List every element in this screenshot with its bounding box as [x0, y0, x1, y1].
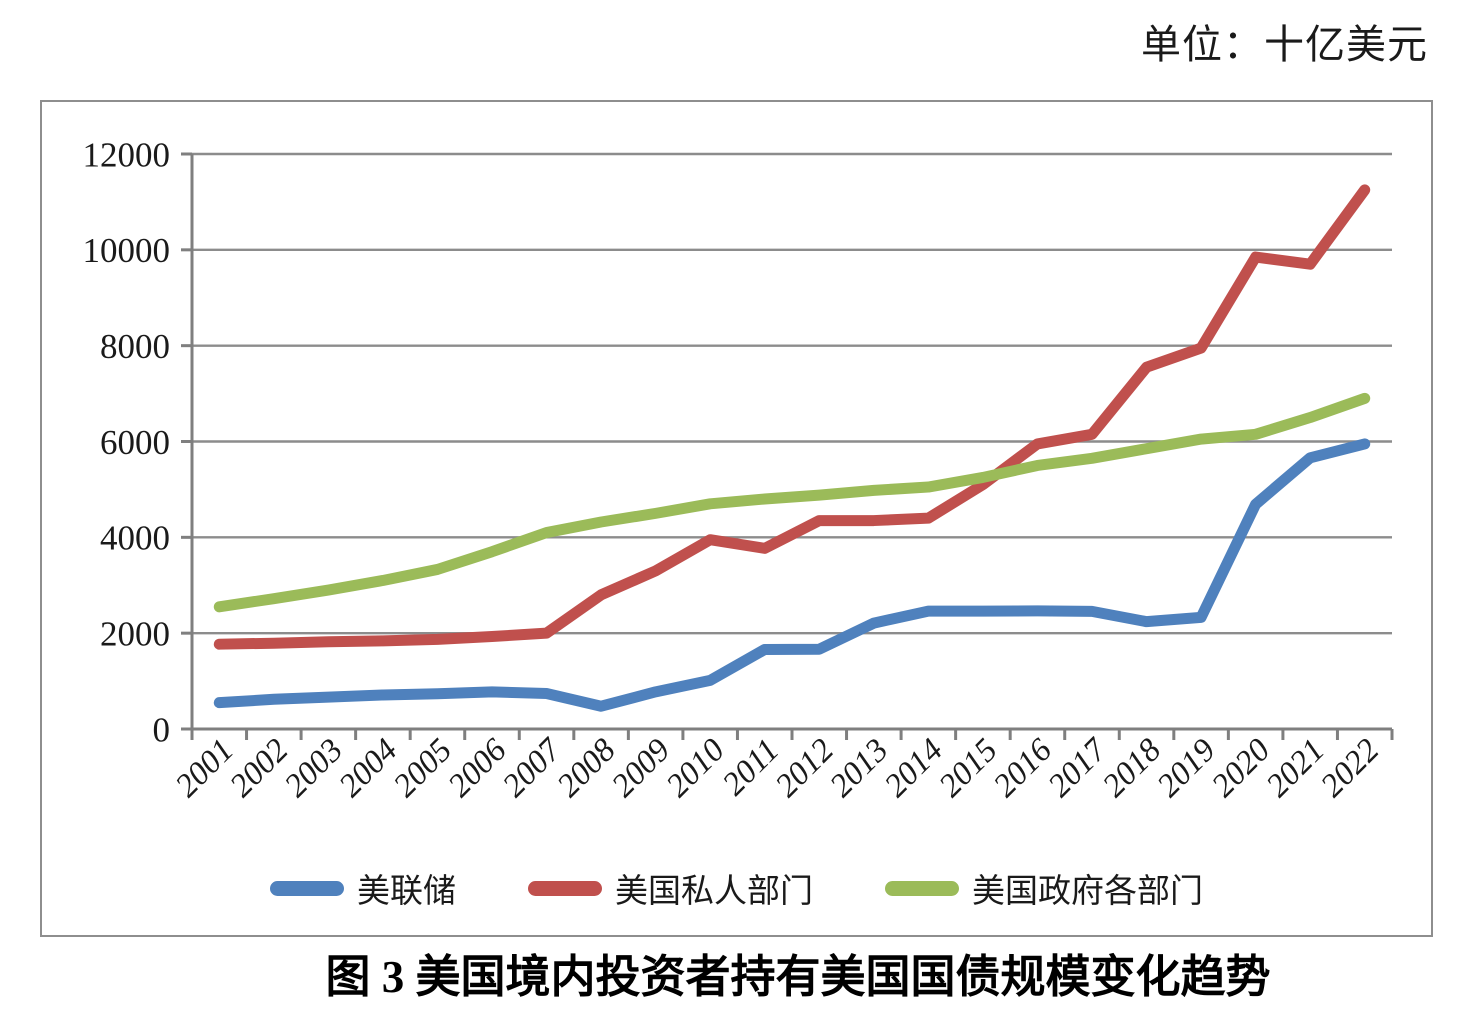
x-tick-label-2014: 2014 — [878, 732, 950, 804]
legend-swatch-fed-icon — [270, 880, 344, 896]
y-tick-label-10000: 10000 — [83, 231, 171, 270]
x-tick-label-2007: 2007 — [496, 731, 569, 804]
y-tick-label-4000: 4000 — [100, 519, 170, 558]
x-tick-label-2016: 2016 — [987, 732, 1059, 804]
series-line-美国政府各部门 — [213, 392, 1371, 613]
y-tick-label-6000: 6000 — [100, 423, 170, 462]
legend-item-government: 美国政府各部门 — [885, 864, 1203, 912]
y-tick-label-8000: 8000 — [100, 327, 170, 366]
x-tick-label-2011: 2011 — [716, 732, 786, 802]
x-tick-label-2003: 2003 — [278, 732, 350, 804]
x-tick-label-2009: 2009 — [605, 732, 677, 804]
x-tick-label-2018: 2018 — [1096, 732, 1168, 804]
x-tick-label-2008: 2008 — [551, 732, 623, 804]
x-tick-label-2006: 2006 — [442, 732, 514, 804]
y-tick-label-2000: 2000 — [100, 614, 170, 653]
legend-label-private-sector: 美国私人部门 — [615, 874, 813, 910]
y-tick-label-0: 0 — [153, 710, 171, 749]
legend-label-fed: 美联储 — [357, 874, 456, 910]
series-line-美联储 — [213, 438, 1371, 712]
x-tick-label-2017: 2017 — [1042, 731, 1115, 804]
legend-item-private-sector: 美国私人部门 — [528, 864, 813, 912]
legend-swatch-private-sector-icon — [528, 880, 602, 896]
x-tick-label-2022: 2022 — [1314, 732, 1386, 804]
legend-item-fed: 美联储 — [270, 864, 456, 912]
series-line-美国私人部门 — [213, 184, 1371, 650]
x-tick-label-2015: 2015 — [932, 732, 1004, 804]
x-tick-label-2013: 2013 — [823, 732, 895, 804]
x-tick-label-2005: 2005 — [387, 732, 459, 804]
legend: 美联储 美国私人部门 美国政府各部门 — [42, 864, 1431, 912]
x-tick-label-2004: 2004 — [332, 732, 404, 804]
x-tick-label-2010: 2010 — [660, 732, 732, 804]
figure-caption: 图 3 美国境内投资者持有美国国债规模变化趋势 — [325, 952, 1271, 1002]
legend-label-government: 美国政府各部门 — [972, 874, 1203, 910]
y-tick-label-12000: 12000 — [83, 135, 171, 174]
x-tick-label-2019: 2019 — [1151, 732, 1223, 804]
legend-swatch-government-icon — [885, 880, 959, 896]
x-tick-label-2001: 2001 — [169, 732, 241, 804]
x-tick-label-2021: 2021 — [1260, 732, 1332, 804]
line-chart: 0200040006000800010000120002001200220032… — [83, 135, 1394, 804]
unit-label: 单位：十亿美元 — [1141, 22, 1428, 67]
x-tick-label-2012: 2012 — [769, 732, 841, 804]
x-tick-label-2002: 2002 — [223, 732, 295, 804]
x-tick-label-2020: 2020 — [1205, 732, 1277, 804]
chart-frame: 0 2000 4000 6000 8000 10000 12000 2001 2002 2003 2… — [40, 100, 1433, 937]
